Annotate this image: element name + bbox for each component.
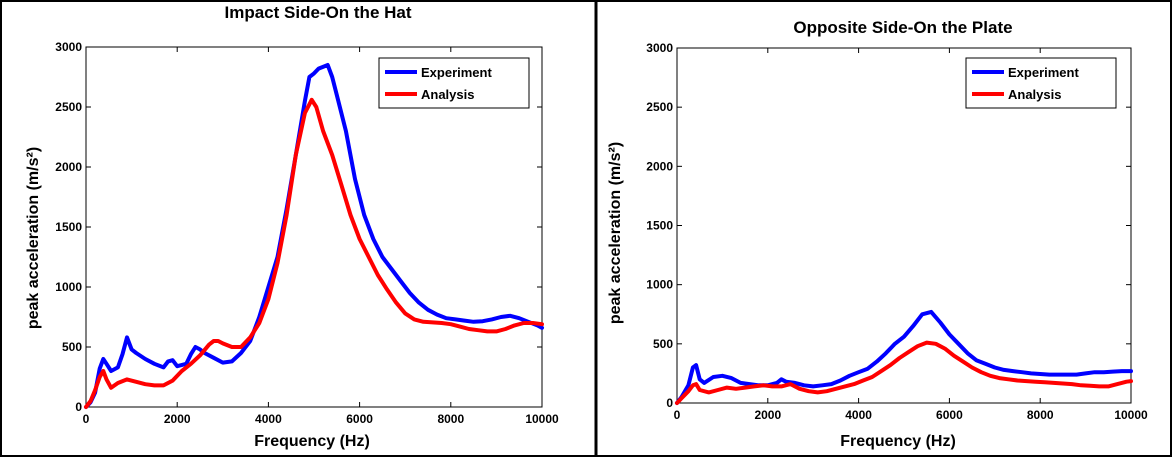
- legend-label: Experiment: [1008, 65, 1079, 80]
- series-line-analysis: [84, 97, 544, 409]
- series-line-analysis: [675, 340, 1133, 405]
- x-axis-label: Frequency (Hz): [254, 433, 370, 450]
- x-tick-label: 4000: [255, 412, 282, 426]
- y-tick-label: 2000: [55, 160, 82, 174]
- x-tick-label: 2000: [164, 412, 191, 426]
- y-tick-label: 1500: [646, 219, 673, 233]
- chart-title: Opposite Side-On the Plate: [793, 18, 1012, 37]
- y-tick-label: 3000: [55, 40, 82, 54]
- legend-box: [965, 57, 1117, 109]
- y-tick-label: 500: [62, 340, 82, 354]
- x-tick-label: 8000: [1027, 408, 1054, 422]
- y-tick-label: 2500: [646, 100, 673, 114]
- y-tick-label: 2500: [55, 100, 82, 114]
- x-tick-label: 0: [674, 408, 681, 422]
- x-axis-label: Frequency (Hz): [840, 433, 956, 450]
- x-tick-label: 6000: [346, 412, 373, 426]
- y-axis-label: peak acceleration (m/s²): [607, 142, 624, 324]
- x-tick-label: 10000: [1114, 408, 1148, 422]
- legend-label: Experiment: [421, 65, 492, 80]
- y-axis-label: peak acceleration (m/s²): [25, 147, 42, 329]
- legend-box: [378, 57, 530, 109]
- chart-title: Impact Side-On the Hat: [224, 3, 411, 22]
- legend-label: Analysis: [421, 87, 474, 102]
- x-tick-label: 10000: [525, 412, 559, 426]
- x-tick-label: 4000: [845, 408, 872, 422]
- x-tick-label: 0: [83, 412, 90, 426]
- x-tick-label: 8000: [437, 412, 464, 426]
- y-tick-label: 3000: [646, 41, 673, 55]
- y-tick-label: 500: [653, 337, 673, 351]
- y-tick-label: 0: [75, 400, 82, 414]
- chart-panel-impact-side: Impact Side-On the Hat Frequency (Hz) pe…: [25, 3, 559, 450]
- x-tick-label: 2000: [754, 408, 781, 422]
- y-tick-label: 1000: [646, 278, 673, 292]
- chart-panel-opposite-side: Opposite Side-On the Plate Frequency (Hz…: [607, 18, 1148, 450]
- series-line-experiment: [675, 309, 1133, 405]
- legend-label: Analysis: [1008, 87, 1061, 102]
- y-tick-label: 1500: [55, 220, 82, 234]
- x-tick-label: 6000: [936, 408, 963, 422]
- y-tick-label: 2000: [646, 159, 673, 173]
- y-tick-label: 0: [666, 396, 673, 410]
- y-tick-label: 1000: [55, 280, 82, 294]
